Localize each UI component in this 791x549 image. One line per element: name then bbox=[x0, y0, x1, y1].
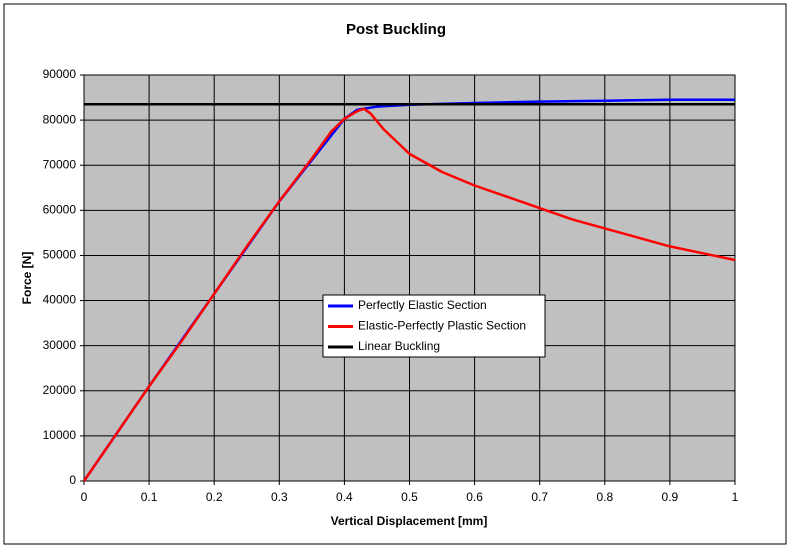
legend-label: Elastic-Perfectly Plastic Section bbox=[358, 319, 526, 333]
y-tick-label: 10000 bbox=[43, 428, 77, 442]
x-tick-label: 0.7 bbox=[531, 490, 548, 504]
y-tick-label: 90000 bbox=[43, 67, 77, 81]
x-tick-label: 0 bbox=[81, 490, 88, 504]
y-tick-label: 80000 bbox=[43, 112, 77, 126]
y-tick-label: 0 bbox=[69, 473, 76, 487]
x-tick-label: 0.2 bbox=[206, 490, 223, 504]
x-tick-label: 1 bbox=[732, 490, 739, 504]
y-tick-label: 70000 bbox=[43, 157, 77, 171]
legend-box bbox=[322, 294, 546, 358]
y-tick-label: 20000 bbox=[43, 383, 77, 397]
x-tick-label: 0.9 bbox=[662, 490, 679, 504]
x-tick-label: 0.5 bbox=[401, 490, 418, 504]
plot-border bbox=[83, 74, 736, 482]
x-tick-label: 0.8 bbox=[596, 490, 613, 504]
x-tick-label: 0.6 bbox=[466, 490, 483, 504]
x-axis-label: Vertical Displacement [mm] bbox=[331, 514, 488, 528]
y-axis-label: Force [N] bbox=[20, 252, 34, 305]
y-tick-label: 50000 bbox=[43, 248, 77, 262]
x-tick-label: 0.4 bbox=[336, 490, 353, 504]
x-tick-label: 0.1 bbox=[141, 490, 158, 504]
y-tick-label: 40000 bbox=[43, 293, 77, 307]
legend-label: Perfectly Elastic Section bbox=[358, 298, 487, 312]
y-tick-label: 60000 bbox=[43, 203, 77, 217]
x-tick-label: 0.3 bbox=[271, 490, 288, 504]
y-tick-label: 30000 bbox=[43, 338, 77, 352]
chart-title: Post Buckling bbox=[346, 21, 446, 38]
legend-label: Linear Buckling bbox=[358, 339, 440, 353]
series-line bbox=[82, 107, 736, 482]
